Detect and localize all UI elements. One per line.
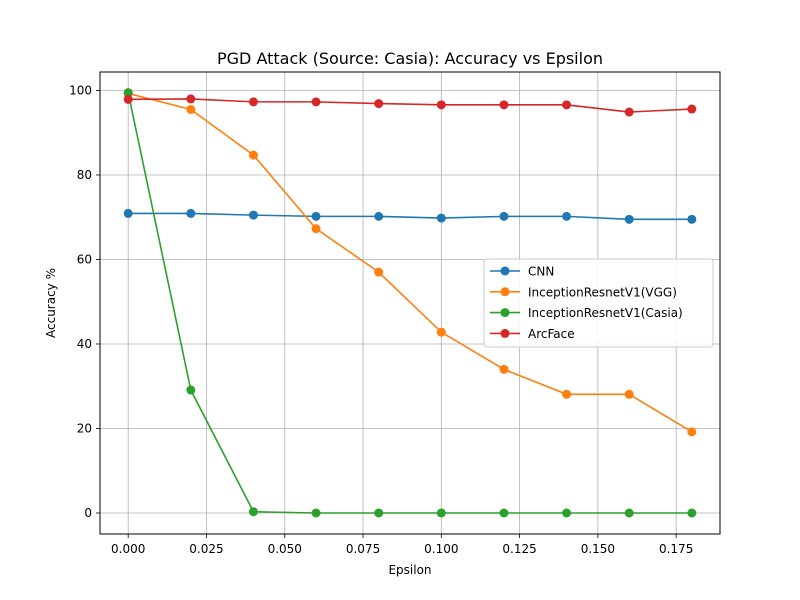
data-point <box>186 94 196 104</box>
data-point <box>687 427 697 437</box>
data-point <box>562 100 572 110</box>
data-point <box>123 88 133 98</box>
data-point <box>186 385 196 395</box>
x-tick-label: 0.000 <box>111 542 145 556</box>
legend-label: InceptionResnetV1(Casia) <box>528 306 683 320</box>
series-group <box>123 208 697 224</box>
data-point <box>374 211 384 221</box>
series-line <box>128 98 692 113</box>
legend-swatch-marker <box>500 328 510 338</box>
legend-label: InceptionResnetV1(VGG) <box>528 285 677 299</box>
data-point <box>624 107 634 117</box>
series-line <box>128 212 692 221</box>
data-point <box>499 100 509 110</box>
y-tick-label: 40 <box>77 337 92 351</box>
data-point <box>436 100 446 110</box>
y-tick-label: 0 <box>84 506 92 520</box>
y-tick-label: 100 <box>69 83 92 97</box>
data-point <box>624 508 634 518</box>
x-tick-label: 0.025 <box>189 542 223 556</box>
legend-label: CNN <box>528 265 554 279</box>
y-tick-label: 80 <box>77 168 92 182</box>
data-point <box>562 508 572 518</box>
legend-swatch-marker <box>500 287 510 297</box>
series-line <box>127 92 692 514</box>
data-point <box>186 104 196 114</box>
data-point <box>687 508 697 518</box>
x-tick-label: 0.075 <box>346 542 380 556</box>
data-point <box>123 94 133 104</box>
legend-label: ArcFace <box>528 327 575 341</box>
data-point <box>248 150 258 160</box>
legend-swatch-marker <box>500 266 510 276</box>
series-group <box>123 88 697 437</box>
series-line <box>127 92 693 433</box>
y-axis-label: Accuracy % <box>44 268 58 338</box>
x-tick-label: 0.150 <box>581 542 615 556</box>
plot-frame <box>99 71 721 535</box>
data-point <box>624 389 634 399</box>
data-point <box>687 214 697 224</box>
x-tick-label: 0.100 <box>424 542 458 556</box>
chart-title: PGD Attack (Source: Casia): Accuracy vs … <box>217 49 603 68</box>
data-point <box>248 210 258 220</box>
data-point <box>123 208 133 218</box>
series-group <box>123 88 697 518</box>
data-point <box>311 224 321 234</box>
data-point <box>374 99 384 109</box>
data-point <box>248 507 258 517</box>
data-point <box>436 213 446 223</box>
axis-ticks: 0.000 0.025 0.050 0.075 0.100 0.125 0.150 0.175… <box>69 83 693 556</box>
data-point <box>499 211 509 221</box>
data-point <box>436 508 446 518</box>
data-point <box>624 214 634 224</box>
x-tick-label: 0.175 <box>659 542 693 556</box>
data-point <box>374 508 384 518</box>
data-point <box>311 211 321 221</box>
legend-box <box>483 258 714 348</box>
x-tick-label: 0.050 <box>268 542 302 556</box>
data-point <box>311 97 321 107</box>
data-point <box>499 508 509 518</box>
legend-swatch-marker <box>500 308 510 318</box>
series-group <box>123 94 697 117</box>
series-layer <box>123 88 697 518</box>
data-point <box>436 327 446 337</box>
y-tick-label: 60 <box>77 252 92 266</box>
data-point <box>687 104 697 114</box>
x-tick-label: 0.125 <box>502 542 536 556</box>
data-point <box>499 364 509 374</box>
data-point <box>186 208 196 218</box>
data-point <box>311 508 321 518</box>
data-point <box>374 267 384 277</box>
y-tick-label: 20 <box>77 421 92 435</box>
data-point <box>562 389 572 399</box>
data-point <box>248 97 258 107</box>
x-axis-label: Epsilon <box>388 563 431 577</box>
data-point <box>562 211 572 221</box>
legend: CNN InceptionResnetV1(VGG) InceptionResnet… <box>483 258 714 348</box>
